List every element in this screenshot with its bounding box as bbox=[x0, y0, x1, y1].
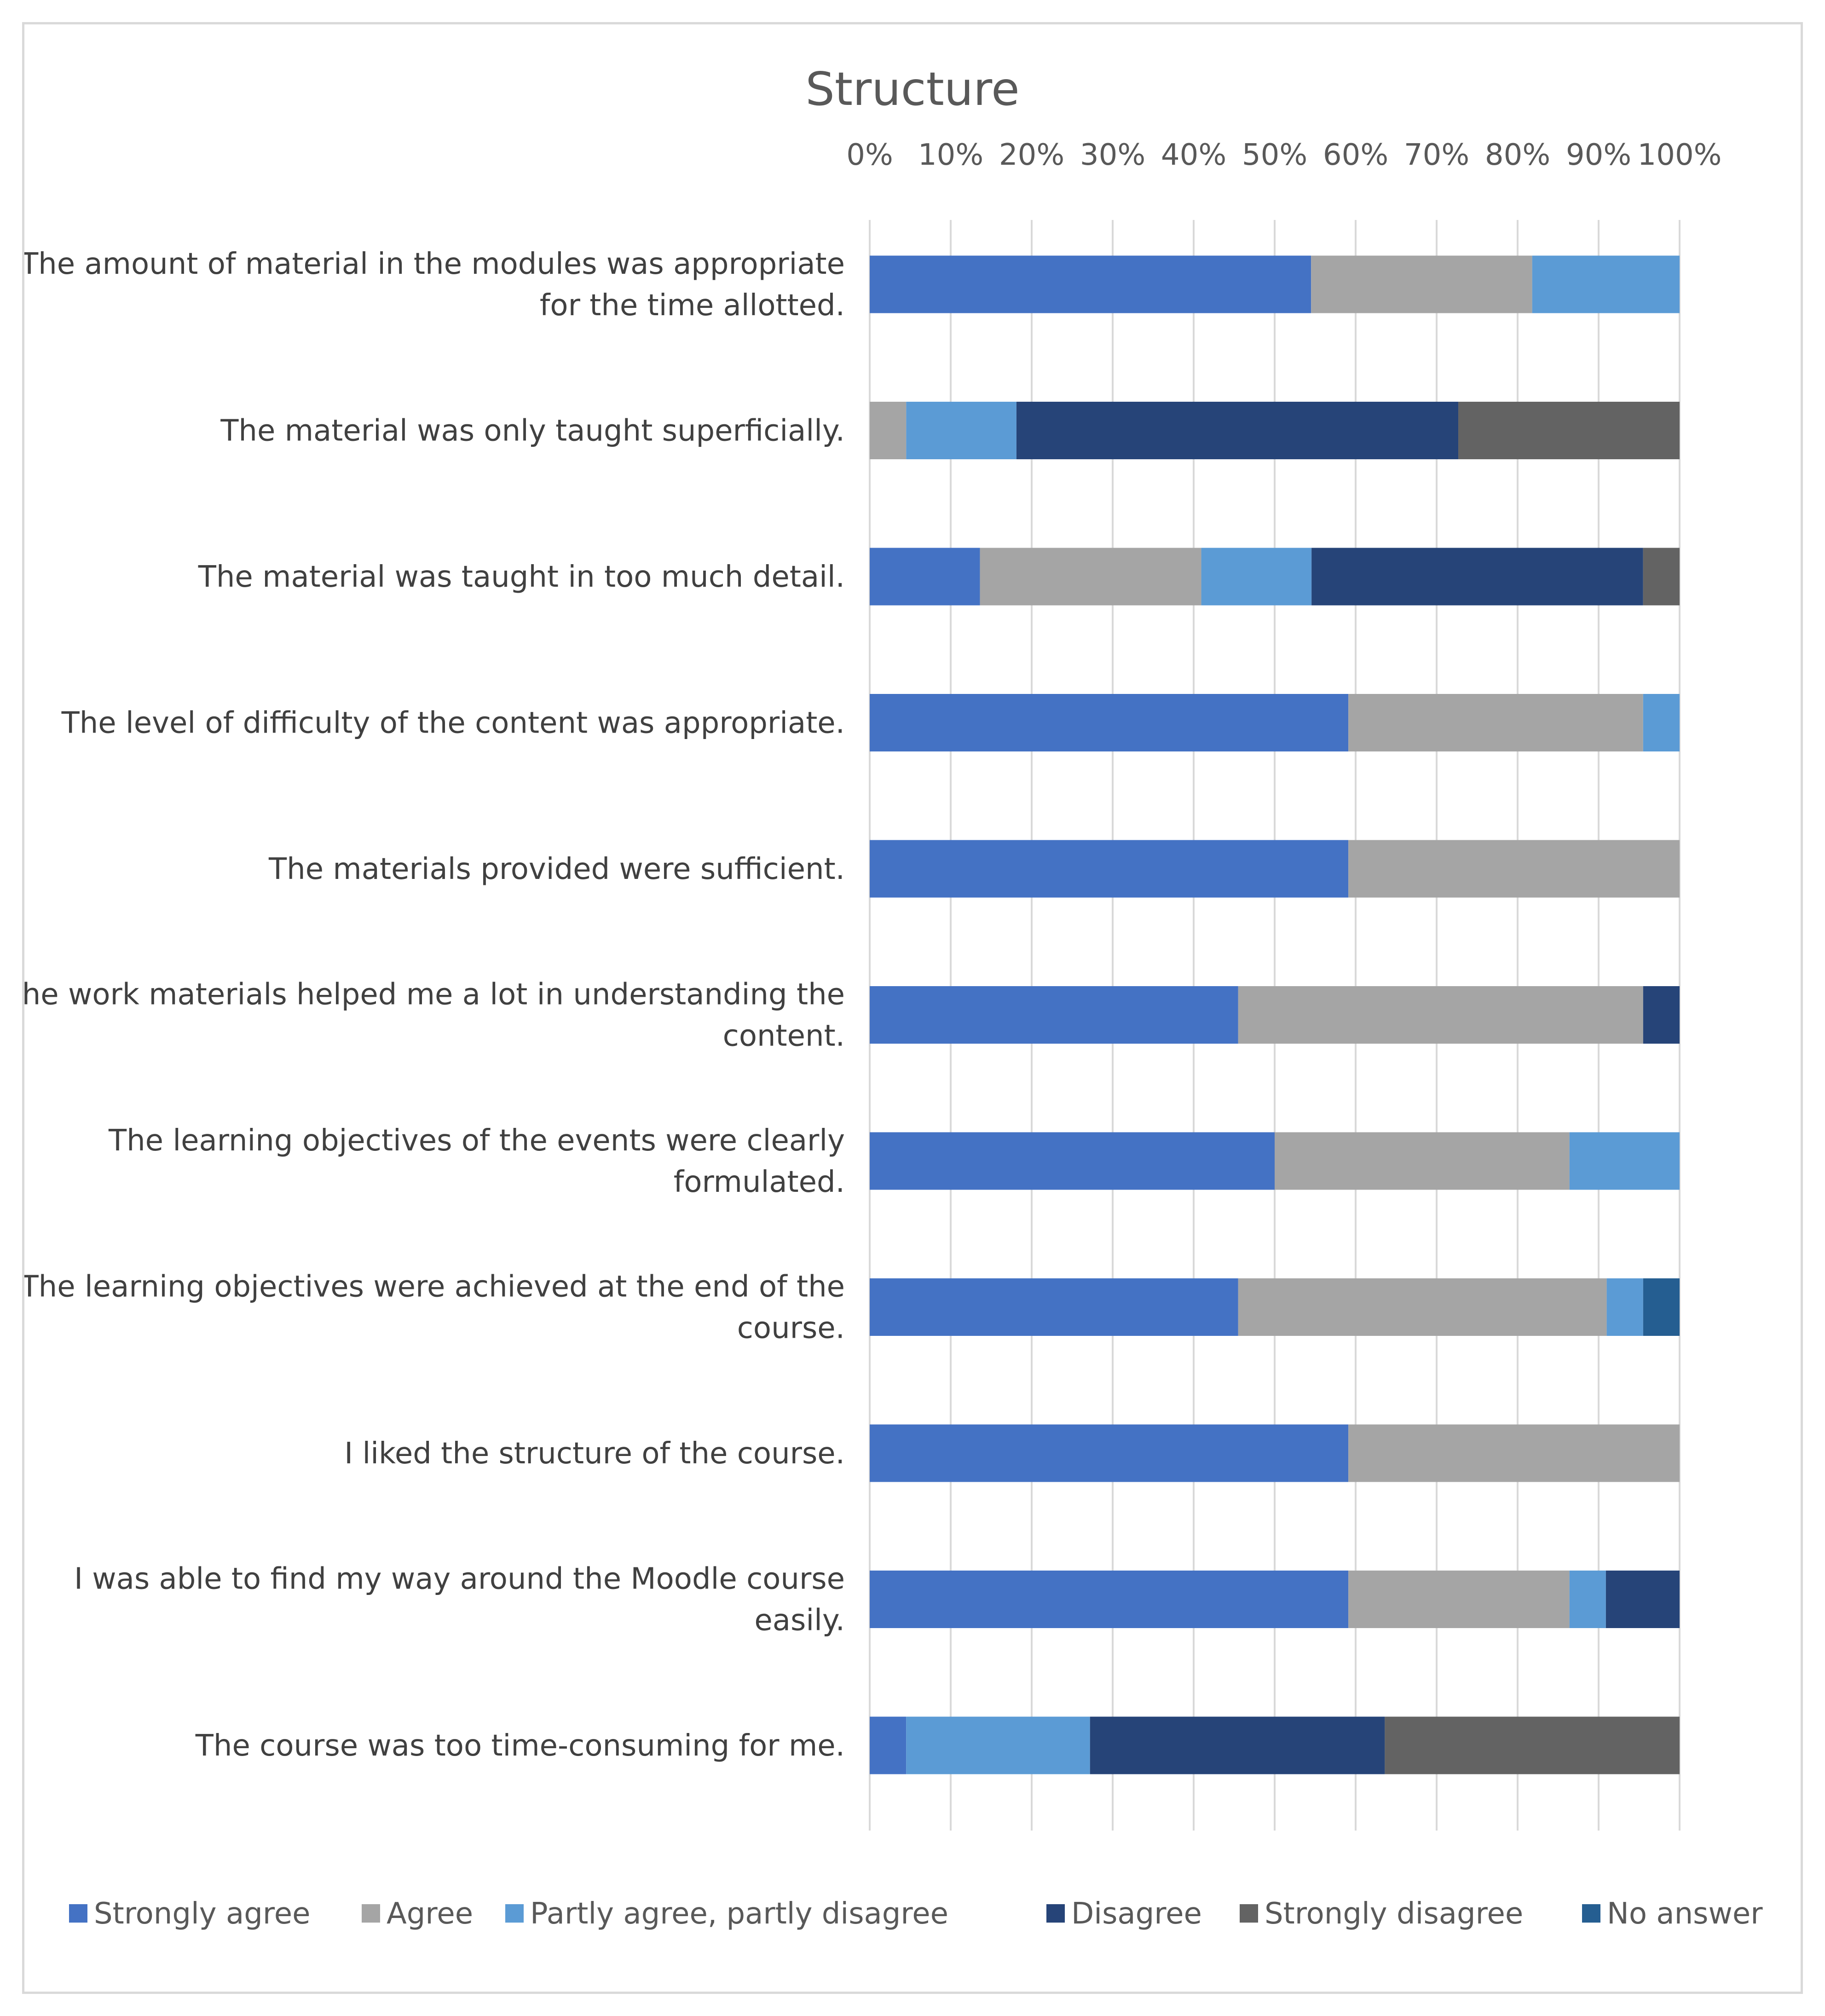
legend-swatch bbox=[69, 1904, 87, 1923]
x-tick-label: 20% bbox=[999, 138, 1064, 172]
bar-segment bbox=[1348, 694, 1643, 751]
category-label-line: The amount of material in the modules wa… bbox=[24, 247, 845, 281]
category-label-line: The learning objectives of the events we… bbox=[108, 1124, 845, 1158]
bar-segment bbox=[870, 1571, 1349, 1628]
bar-segment bbox=[1238, 1278, 1607, 1336]
legend-label: No answer bbox=[1607, 1897, 1763, 1931]
x-tick-label: 0% bbox=[846, 138, 893, 172]
bar-segment bbox=[1569, 1132, 1680, 1190]
bar-segment bbox=[870, 840, 1349, 898]
legend-label: Strongly disagree bbox=[1265, 1897, 1523, 1931]
bar-segment bbox=[1311, 255, 1532, 313]
category-label-line: The level of difficulty of the content w… bbox=[61, 706, 845, 740]
bar-segment bbox=[906, 402, 1016, 459]
bar-segment bbox=[870, 1132, 1275, 1190]
category-label-line: course. bbox=[737, 1311, 845, 1346]
chart-title: Structure bbox=[805, 62, 1019, 116]
category-label: The material was only taught superficial… bbox=[220, 414, 845, 448]
category-label-line: formulated. bbox=[674, 1165, 845, 1199]
bar-segment bbox=[1311, 548, 1643, 606]
bar-segment bbox=[870, 1716, 907, 1774]
category-label: The course was too time-consuming for me… bbox=[195, 1729, 845, 1763]
bar-segment bbox=[1090, 1716, 1385, 1774]
chart-frame: Structure 0% 10% 20% 30% 40% 50% 60% 70% 80% 90% 1… bbox=[22, 22, 1803, 1994]
category-label-line: The learning objectives were achieved at… bbox=[24, 1270, 845, 1304]
category-label-line: The material was taught in too much deta… bbox=[198, 560, 845, 594]
bars bbox=[870, 255, 1680, 1774]
bar-segment bbox=[1569, 1571, 1606, 1628]
legend-swatch bbox=[1582, 1904, 1600, 1923]
legend-swatch bbox=[1046, 1904, 1065, 1923]
category-label: The amount of material in the modules wa… bbox=[24, 247, 845, 323]
bar-segment bbox=[1643, 694, 1680, 751]
category-label-line: The work materials helped me a lot in un… bbox=[24, 978, 845, 1012]
legend-swatch bbox=[1240, 1904, 1258, 1923]
x-axis-ticks: 0% 10% 20% 30% 40% 50% 60% 70% 80% 90% 100% bbox=[846, 138, 1721, 172]
category-label: The material was taught in too much deta… bbox=[198, 560, 845, 594]
category-label: The materials provided were sufficient. bbox=[268, 852, 845, 886]
legend-label: Strongly agree bbox=[94, 1897, 310, 1931]
bar-segment bbox=[870, 986, 1238, 1044]
bar-segment bbox=[1238, 986, 1643, 1044]
bar-segment bbox=[1385, 1716, 1680, 1774]
bar-segment bbox=[980, 548, 1201, 606]
bar-segment bbox=[1458, 402, 1680, 459]
x-tick-label: 40% bbox=[1161, 138, 1226, 172]
bar-segment bbox=[870, 1424, 1349, 1482]
bar-segment bbox=[870, 402, 907, 459]
x-tick-label: 10% bbox=[918, 138, 983, 172]
legend-label: Agree bbox=[387, 1897, 473, 1931]
x-tick-label: 30% bbox=[1080, 138, 1145, 172]
bar-segment bbox=[1643, 986, 1680, 1044]
bar-segment bbox=[870, 255, 1311, 313]
bar-segment bbox=[870, 548, 980, 606]
category-label: I liked the structure of the course. bbox=[344, 1437, 845, 1471]
bar-segment bbox=[1016, 402, 1459, 459]
bar-segment bbox=[870, 694, 1349, 751]
x-tick-label: 100% bbox=[1638, 138, 1722, 172]
category-label-line: The materials provided were sufficient. bbox=[268, 852, 845, 886]
category-label-line: easily. bbox=[754, 1604, 845, 1638]
bar-segment bbox=[870, 1278, 1238, 1336]
x-tick-label: 70% bbox=[1404, 138, 1469, 172]
category-label-line: for the time allotted. bbox=[540, 289, 845, 323]
legend-label: Partly agree, partly disagree bbox=[530, 1897, 948, 1931]
x-tick-label: 80% bbox=[1485, 138, 1550, 172]
category-label: The learning objectives were achieved at… bbox=[24, 1270, 845, 1346]
category-label-line: The course was too time-consuming for me… bbox=[195, 1729, 845, 1763]
bar-segment bbox=[1348, 840, 1680, 898]
legend-label: Disagree bbox=[1071, 1897, 1202, 1931]
legend: Strongly agree Agree Partly agree, partly … bbox=[69, 1897, 1763, 1931]
category-label-line: The material was only taught superficial… bbox=[220, 414, 845, 448]
bar-segment bbox=[906, 1716, 1090, 1774]
bar-segment bbox=[1348, 1424, 1680, 1482]
category-label: The work materials helped me a lot in un… bbox=[24, 978, 845, 1053]
x-tick-label: 60% bbox=[1323, 138, 1388, 172]
bar-segment bbox=[1643, 1278, 1680, 1336]
x-tick-label: 50% bbox=[1242, 138, 1307, 172]
bar-segment bbox=[1606, 1278, 1643, 1336]
category-label-line: content. bbox=[723, 1019, 845, 1053]
legend-swatch bbox=[362, 1904, 380, 1923]
bar-segment bbox=[1643, 548, 1680, 606]
bar-segment bbox=[1532, 255, 1680, 313]
bar-segment bbox=[1201, 548, 1312, 606]
bar-segment bbox=[1606, 1571, 1680, 1628]
category-label-line: I was able to find my way around the Moo… bbox=[74, 1562, 845, 1596]
bar-segment bbox=[1348, 1571, 1570, 1628]
x-tick-label: 90% bbox=[1566, 138, 1631, 172]
category-label-line: I liked the structure of the course. bbox=[344, 1437, 845, 1471]
stacked-bar-chart: Structure 0% 10% 20% 30% 40% 50% 60% 70% 80% 90% 1… bbox=[24, 62, 1763, 1931]
category-label: I was able to find my way around the Moo… bbox=[74, 1562, 845, 1638]
bar-segment bbox=[1275, 1132, 1570, 1190]
legend-swatch bbox=[505, 1904, 524, 1923]
category-labels: The amount of material in the modules wa… bbox=[24, 247, 845, 1763]
category-label: The learning objectives of the events we… bbox=[108, 1124, 845, 1199]
category-label: The level of difficulty of the content w… bbox=[61, 706, 845, 740]
